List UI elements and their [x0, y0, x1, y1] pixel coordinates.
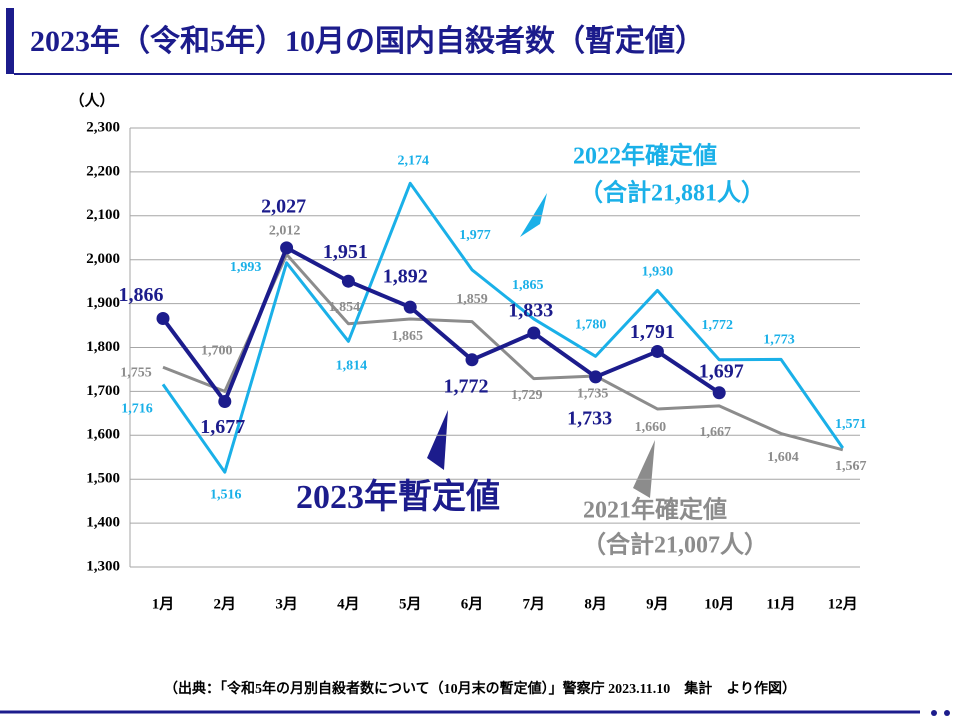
data-label: 2,012	[269, 224, 301, 239]
series-name: 2023年暫定値	[296, 478, 500, 516]
data-label: 1,772	[701, 318, 733, 333]
point-marker	[527, 326, 541, 340]
data-label: 1,814	[336, 359, 368, 374]
y-tick-label: 1,900	[86, 295, 120, 311]
data-label: 1,667	[699, 425, 731, 440]
point-marker	[218, 394, 232, 408]
point-marker	[465, 353, 479, 367]
footer-dot	[931, 710, 937, 716]
y-unit: （人）	[69, 91, 114, 109]
y-tick-label: 1,500	[86, 471, 120, 487]
y-tick-label: 1,700	[86, 383, 120, 399]
x-tick-label: 2月	[214, 595, 237, 612]
point-marker	[341, 274, 355, 288]
point-marker	[712, 386, 726, 400]
data-label: 1,660	[635, 420, 667, 435]
point-marker	[156, 312, 170, 326]
x-tick-label: 10月	[704, 595, 734, 612]
source-note: （出典：「令和5年の月別自殺者数について（10月末の暫定値）」警察庁 2023.…	[164, 680, 796, 697]
series-total: （合計21,007人）	[582, 531, 768, 559]
data-label: 1,773	[763, 333, 795, 348]
y-tick-label: 2,200	[86, 163, 120, 179]
x-tick-label: 8月	[584, 595, 607, 612]
data-label: 1,716	[121, 402, 153, 417]
x-tick-label: 4月	[337, 595, 360, 612]
arrow-2023	[427, 410, 448, 470]
y-tick-label: 1,400	[86, 515, 120, 531]
y-tick-label: 1,300	[86, 558, 120, 574]
data-label: 1,930	[642, 265, 674, 280]
title-bar	[6, 8, 14, 74]
data-label: 1,700	[201, 344, 233, 359]
series-name: 2021年確定値	[583, 496, 727, 524]
y-tick-label: 2,100	[86, 207, 120, 223]
series-name: 2022年確定値	[573, 142, 717, 170]
data-label: 1,571	[835, 417, 867, 432]
y-tick-label: 1,600	[86, 427, 120, 443]
series-line	[161, 245, 721, 404]
data-label: 1,697	[699, 360, 744, 382]
x-tick-label: 5月	[399, 595, 422, 612]
footer-dot	[944, 710, 950, 716]
chart-title: 2023年（令和5年）10月の国内自殺者数（暫定値）	[30, 24, 705, 58]
y-tick-label: 2,300	[86, 119, 120, 135]
point-marker	[589, 370, 603, 384]
data-label: 1,892	[383, 266, 428, 288]
x-tick-label: 1月	[152, 595, 175, 612]
data-label: 1,833	[508, 300, 553, 322]
data-label: 1,993	[230, 260, 262, 275]
arrow-2021	[633, 440, 655, 498]
x-tick-label: 12月	[828, 595, 858, 612]
data-label: 1,567	[835, 459, 867, 474]
data-label: 1,866	[119, 284, 164, 306]
data-label: 1,854	[329, 300, 361, 315]
data-label: 1,735	[577, 386, 609, 401]
data-label: 1,677	[200, 416, 245, 438]
data-label: 1,733	[567, 408, 612, 430]
data-label: 1,604	[767, 450, 799, 465]
x-tick-label: 7月	[523, 595, 546, 612]
data-label: 2,027	[261, 195, 306, 217]
y-tick-label: 1,800	[86, 339, 120, 355]
series-line	[161, 181, 845, 474]
x-tick-label: 6月	[461, 595, 484, 612]
data-label: 1,865	[512, 278, 544, 293]
data-label: 1,977	[459, 228, 491, 243]
point-marker	[280, 241, 294, 255]
x-tick-label: 11月	[766, 595, 795, 612]
data-label: 1,951	[323, 241, 368, 263]
data-label: 1,516	[210, 487, 242, 502]
data-label: 1,755	[120, 365, 152, 380]
point-marker	[403, 300, 417, 314]
data-label: 1,729	[511, 388, 543, 403]
y-tick-label: 2,000	[86, 251, 120, 267]
data-label: 1,791	[630, 321, 675, 343]
data-label: 1,865	[391, 329, 423, 344]
arrow-2022	[520, 193, 547, 237]
data-label: 2,174	[397, 154, 429, 169]
data-label: 1,859	[456, 292, 488, 307]
x-tick-label: 3月	[275, 595, 298, 612]
data-label: 1,780	[575, 317, 607, 332]
data-label: 1,772	[444, 375, 489, 397]
point-marker	[650, 344, 664, 358]
x-tick-label: 9月	[646, 595, 669, 612]
series-total: （合計21,881人）	[579, 179, 765, 207]
